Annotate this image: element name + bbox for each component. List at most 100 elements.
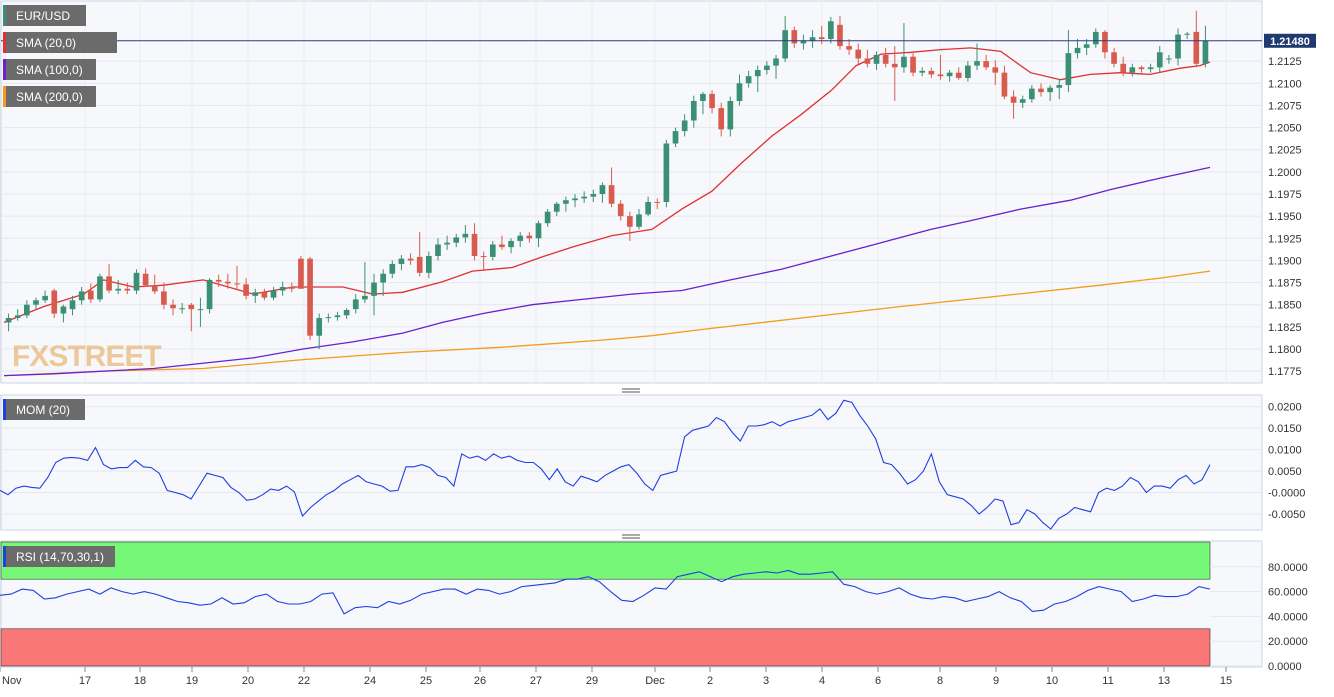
candle-body	[462, 233, 469, 238]
candle-body	[371, 282, 377, 296]
candle-body	[5, 318, 12, 323]
candle-body	[745, 76, 752, 84]
candle	[709, 90, 715, 114]
rsi-y-axis: 80.0000 60.0000 40.0000 20.0000 0.0000	[1268, 562, 1308, 673]
candle-body	[910, 56, 916, 73]
mom-tick-label: 0.0150	[1268, 423, 1302, 435]
candle	[1156, 46, 1163, 73]
panel-splitter-1[interactable]	[622, 388, 640, 393]
candle-body	[1175, 34, 1181, 59]
candle-body	[97, 276, 103, 300]
candle	[581, 191, 587, 203]
legend-sma200[interactable]: SMA (200,0)	[3, 86, 96, 107]
candle	[270, 287, 277, 301]
watermark: FXSTREET	[12, 340, 162, 373]
candle-body	[508, 240, 514, 248]
candle	[371, 273, 377, 316]
candle	[352, 294, 359, 314]
candle	[882, 47, 889, 68]
legend-sma100[interactable]: SMA (100,0)	[3, 59, 96, 80]
candle-body	[992, 67, 999, 73]
rsi-overbought-zone	[0, 541, 1211, 580]
watermark-text: FXSTREET	[12, 340, 161, 373]
candle-body	[809, 37, 816, 41]
candle	[672, 127, 679, 148]
candle	[471, 223, 478, 261]
mom-panel-bg	[0, 394, 1263, 531]
candle-body	[270, 290, 277, 298]
candle-body	[243, 284, 249, 296]
candle-body	[1120, 63, 1127, 73]
legend-mom-label: MOM (20)	[16, 403, 70, 417]
price-tick-label: 1.2025	[1268, 145, 1302, 157]
price-tick-label: 1.1825	[1268, 322, 1302, 334]
candle-body	[1193, 31, 1200, 64]
candle	[279, 281, 286, 296]
candle-body	[855, 49, 862, 59]
candle	[316, 313, 323, 349]
mom-line	[0, 399, 1211, 530]
price-tick-label: 1.2100	[1268, 78, 1302, 90]
legend-symbol-label: EUR/USD	[16, 9, 70, 23]
candle-body	[700, 93, 706, 101]
candle-body	[416, 256, 423, 273]
candle	[1019, 95, 1026, 109]
candle	[910, 53, 916, 77]
candle-body	[617, 203, 624, 217]
legend-sma20[interactable]: SMA (20,0)	[3, 32, 117, 53]
x-tick-label: 17	[79, 675, 91, 687]
candle	[526, 232, 533, 243]
candle-body	[334, 315, 341, 318]
rsi-tick-label: 20.0000	[1268, 636, 1308, 648]
candle	[965, 61, 971, 82]
candle-body	[864, 58, 871, 64]
candle-body	[444, 242, 450, 245]
candle	[453, 233, 460, 248]
candle-body	[151, 285, 158, 292]
candle-body	[1083, 44, 1090, 48]
candle-body	[124, 288, 131, 291]
candle	[754, 65, 761, 93]
x-tick-label: Nov	[2, 675, 22, 687]
candle-body	[955, 72, 962, 78]
candle	[343, 308, 350, 319]
legend-rsi[interactable]: RSI (14,70,30,1)	[3, 546, 115, 567]
candle-body	[572, 198, 578, 201]
candle	[362, 262, 368, 303]
candle-body	[974, 61, 980, 66]
candle	[234, 265, 240, 289]
candle	[288, 282, 295, 293]
candle	[78, 287, 85, 305]
candle	[764, 61, 770, 75]
candle-body	[983, 61, 989, 68]
candle-body	[891, 63, 898, 68]
x-axis: Nov 17 18 19 20 22 24 25 26 27 29 Dec 2 3 4 6 8 9 10 11 13 15	[0, 667, 1232, 687]
candle-body	[225, 281, 231, 284]
candle	[563, 196, 569, 212]
candle	[773, 54, 779, 79]
x-tick-label: 27	[530, 675, 542, 687]
candle-body	[215, 279, 222, 282]
panel-splitter-2[interactable]	[622, 534, 640, 539]
legend-symbol[interactable]: EUR/USD	[3, 5, 86, 26]
candle	[188, 302, 195, 332]
candle-body	[928, 70, 935, 75]
candle-body	[87, 290, 94, 300]
price-tick-label: 1.1850	[1268, 300, 1302, 312]
rsi-grid	[1210, 566, 1262, 667]
candle-body	[764, 65, 770, 70]
candle-body	[672, 131, 679, 144]
candle-body	[791, 30, 798, 44]
candle-body	[946, 72, 953, 77]
candle	[1175, 28, 1181, 66]
candle	[508, 238, 514, 254]
candle-body	[407, 258, 414, 261]
x-tick-label: 11	[1102, 675, 1113, 687]
candle	[1138, 65, 1145, 73]
candle-body	[681, 120, 688, 132]
candle	[718, 102, 725, 137]
legend-mom[interactable]: MOM (20)	[3, 399, 85, 420]
candle-body	[170, 304, 176, 309]
mom-series	[0, 399, 1211, 530]
candle-body	[1029, 88, 1035, 100]
